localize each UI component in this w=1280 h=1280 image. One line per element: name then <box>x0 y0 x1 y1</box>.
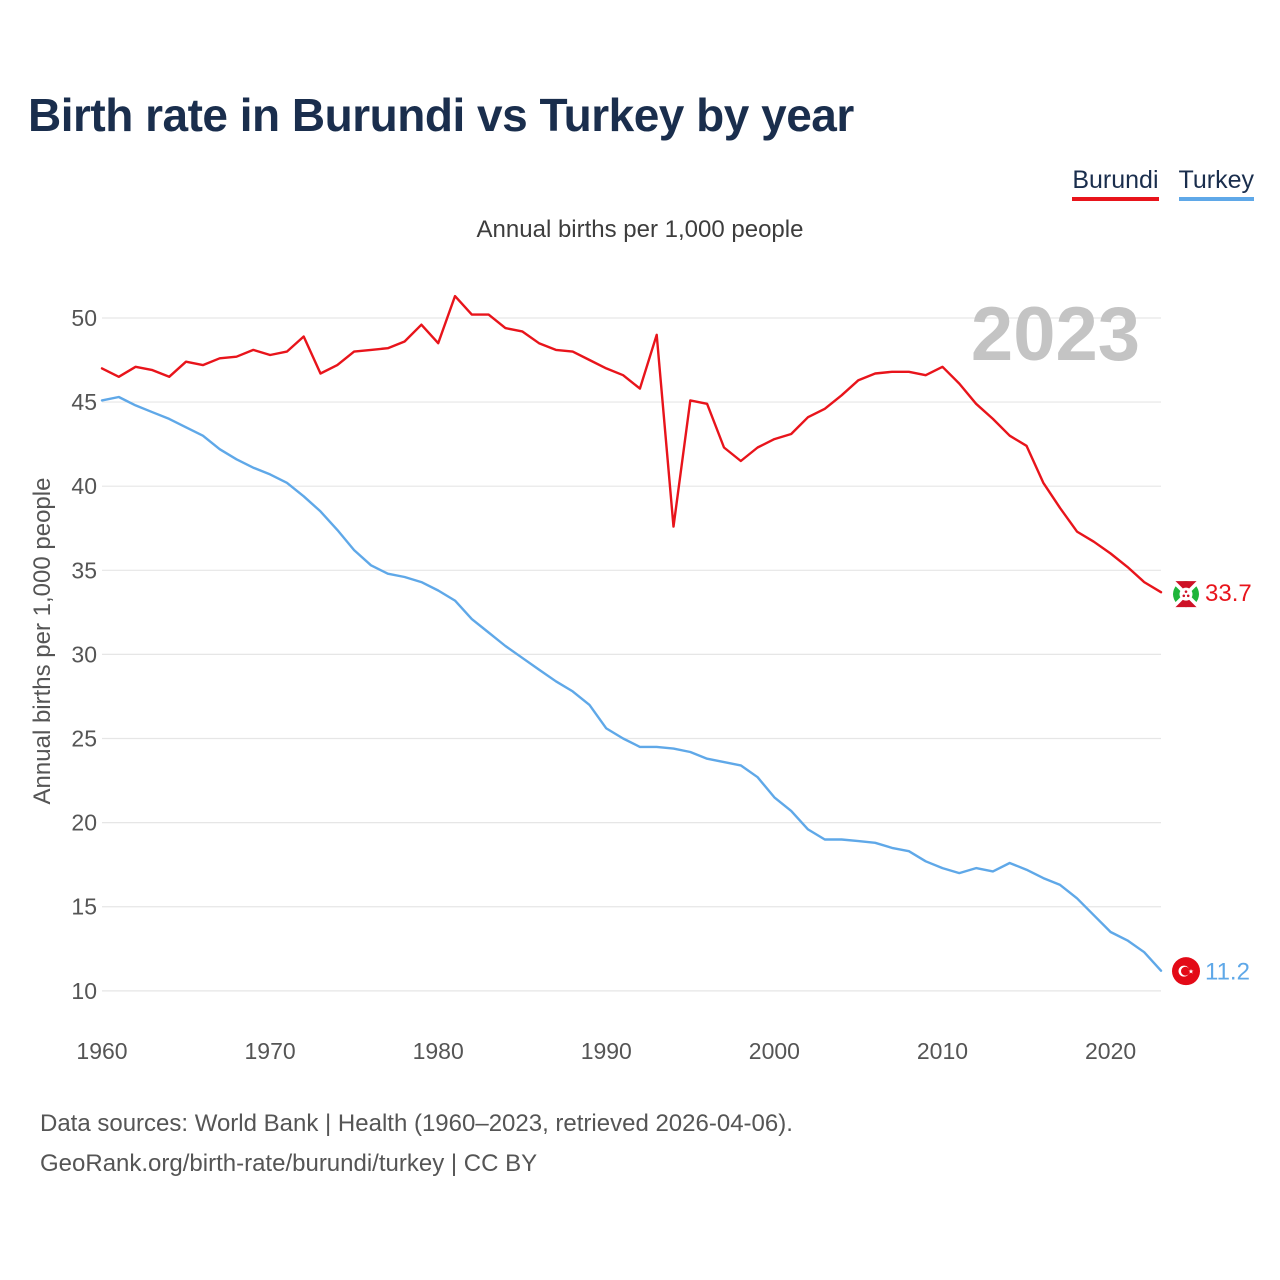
y-axis-label: Annual births per 1,000 people <box>29 478 56 805</box>
series-line-turkey <box>100 395 1163 972</box>
turkey-flag-marker <box>1172 957 1200 986</box>
series-line-burundi <box>100 294 1163 594</box>
y-tick-label-25: 25 <box>71 726 97 752</box>
y-tick-label-35: 35 <box>71 557 97 583</box>
x-tick-label-2000: 2000 <box>749 1038 800 1064</box>
chart-subtitle: Annual births per 1,000 people <box>476 216 804 243</box>
legend: Burundi Turkey <box>1072 166 1254 201</box>
y-tick-label-50: 50 <box>71 305 97 331</box>
y-tick-label-10: 10 <box>71 978 97 1004</box>
x-tick-label-2020: 2020 <box>1085 1038 1136 1064</box>
legend-item-turkey[interactable]: Turkey <box>1178 166 1254 201</box>
y-tick-label-30: 30 <box>71 641 97 667</box>
end-value-label-burundi: 33.7 <box>1205 580 1252 607</box>
end-value-label-turkey: 11.2 <box>1205 959 1250 986</box>
x-tick-label-2010: 2010 <box>917 1038 968 1064</box>
legend-item-burundi[interactable]: Burundi <box>1072 166 1159 201</box>
y-tick-label-15: 15 <box>71 894 97 920</box>
x-tick-label-1980: 1980 <box>413 1038 464 1064</box>
y-tick-label-20: 20 <box>71 810 97 836</box>
x-tick-label-1990: 1990 <box>581 1038 632 1064</box>
burundi-flag-marker <box>1171 579 1201 609</box>
footer-sources: Data sources: World Bank | Health (1960–… <box>40 1110 793 1137</box>
footer-link[interactable]: GeoRank.org/birth-rate/burundi/turkey | … <box>40 1150 538 1177</box>
footer: Data sources: World Bank | Health (1960–… <box>40 1104 793 1184</box>
x-tick-label-1970: 1970 <box>245 1038 296 1064</box>
y-tick-label-45: 45 <box>71 389 97 415</box>
y-tick-label-40: 40 <box>71 473 97 499</box>
year-label: 2023 <box>971 292 1140 377</box>
chart-title: Birth rate in Burundi vs Turkey by year <box>28 89 854 141</box>
x-tick-label-1960: 1960 <box>76 1038 127 1064</box>
